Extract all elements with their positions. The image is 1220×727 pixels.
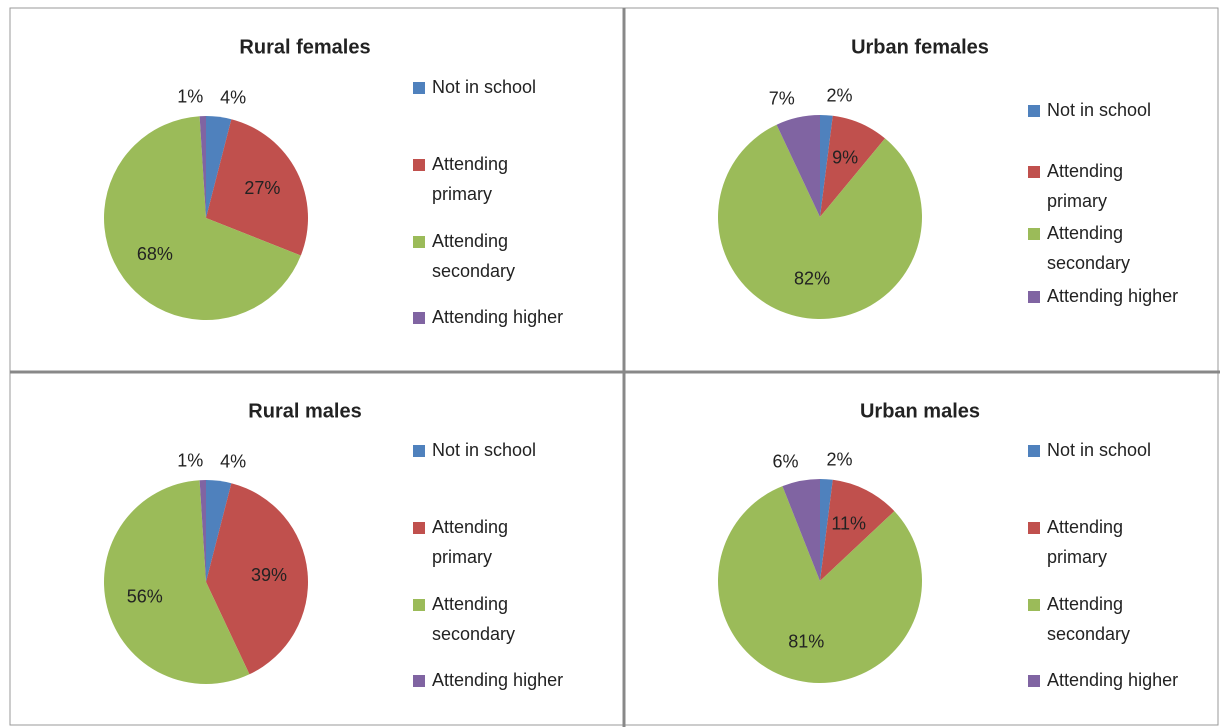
legend-label: Attending higher — [432, 307, 563, 327]
legend-label: Attending secondary — [1047, 594, 1130, 644]
legend-label: Attending higher — [432, 670, 563, 690]
legend-swatch — [413, 522, 425, 534]
data-label: 27% — [244, 178, 280, 198]
data-label: 11% — [831, 513, 866, 533]
legend-label: Attending secondary — [432, 231, 515, 281]
legend-swatch — [1028, 166, 1040, 178]
legend-swatch — [1028, 228, 1040, 240]
data-label: 1% — [177, 450, 203, 470]
pie-slice — [103, 116, 301, 321]
pie-slice — [718, 124, 922, 319]
data-label: 4% — [220, 451, 246, 471]
legend-label: Not in school — [432, 440, 536, 460]
pie-slice — [206, 480, 232, 582]
legend-label: Attending primary — [432, 154, 508, 204]
pie-slice — [820, 115, 886, 217]
legend-label: Not in school — [1047, 100, 1151, 120]
data-label: 2% — [827, 86, 853, 106]
legend-label: Attending secondary — [432, 594, 515, 644]
data-label: 56% — [127, 586, 163, 606]
pie-slice — [776, 115, 820, 217]
data-label: 4% — [220, 87, 246, 107]
legend-swatch — [1028, 445, 1040, 457]
data-label: 1% — [177, 86, 203, 106]
data-label: 6% — [772, 452, 798, 472]
pie-slice — [820, 115, 833, 217]
pie-slice — [206, 483, 309, 675]
pie-slice — [820, 479, 895, 581]
legend-label: Not in school — [432, 77, 536, 97]
legend-label: Attending higher — [1047, 286, 1178, 306]
legend-swatch — [413, 599, 425, 611]
legend-label: Attending higher — [1047, 670, 1178, 690]
pie-slice — [820, 479, 833, 581]
data-label: 39% — [251, 565, 287, 585]
legend-swatch — [1028, 105, 1040, 117]
legend-swatch — [413, 236, 425, 248]
legend-swatch — [413, 82, 425, 94]
legend-label: Attending primary — [432, 517, 508, 567]
chart-title: Urban females — [851, 36, 989, 58]
pie-slice — [206, 116, 232, 218]
frame — [9, 7, 1219, 726]
data-label: 82% — [794, 268, 830, 288]
legend-label: Attending secondary — [1047, 223, 1130, 273]
pie-slice — [718, 486, 922, 684]
data-label: 2% — [827, 450, 853, 470]
data-label: 7% — [769, 88, 795, 108]
legend-label: Attending primary — [1047, 517, 1123, 567]
data-label: 9% — [832, 148, 858, 168]
chart-title: Rural females — [239, 36, 370, 58]
legend-swatch — [1028, 291, 1040, 303]
legend-swatch — [1028, 599, 1040, 611]
legend-swatch — [413, 675, 425, 687]
pie-slice — [206, 119, 308, 256]
chart-title: Urban males — [860, 400, 980, 422]
data-label: 68% — [137, 244, 173, 264]
legend-swatch — [413, 312, 425, 324]
legend-swatch — [1028, 675, 1040, 687]
pie-slice — [199, 480, 206, 582]
pie-slice — [782, 479, 820, 581]
legend-label: Not in school — [1047, 440, 1151, 460]
legend-swatch — [413, 159, 425, 171]
legend-swatch — [413, 445, 425, 457]
pie-slice — [199, 116, 206, 218]
legend-label: Attending primary — [1047, 161, 1123, 211]
legend-swatch — [1028, 522, 1040, 534]
chart-title: Rural males — [248, 400, 361, 422]
data-label: 81% — [788, 631, 824, 651]
pie-slice — [104, 480, 250, 684]
